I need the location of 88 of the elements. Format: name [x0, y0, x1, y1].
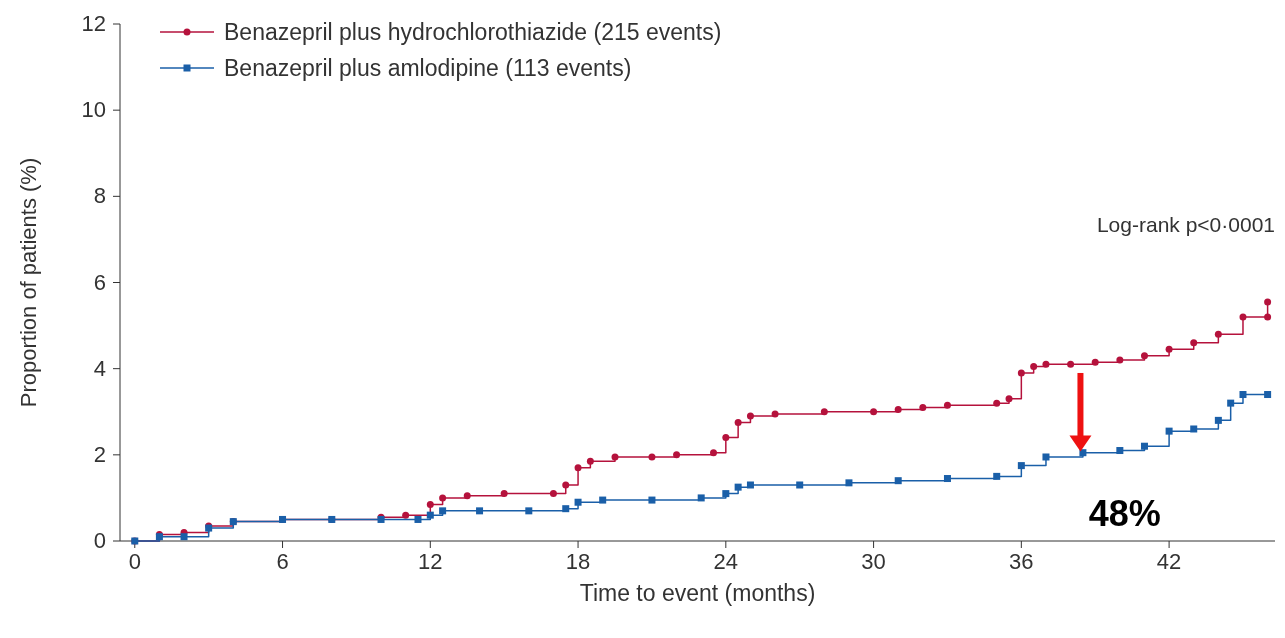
- point: [710, 449, 718, 457]
- point: [1116, 356, 1124, 364]
- x-axis-title: Time to event (months): [579, 580, 816, 606]
- x-tick-label: 12: [418, 549, 443, 574]
- annotation: Log-rank p<0·0001: [1096, 213, 1275, 236]
- point: [180, 533, 188, 541]
- point: [1140, 442, 1148, 450]
- point: [1091, 358, 1099, 366]
- point: [414, 515, 422, 523]
- point: [1227, 399, 1235, 407]
- legend-label: Benazepril plus amlodipine (113 events): [224, 55, 632, 81]
- point: [1264, 298, 1272, 306]
- point: [562, 481, 570, 489]
- point: [1042, 453, 1050, 461]
- point: [426, 511, 434, 519]
- point: [525, 507, 533, 515]
- x-tick-label: 24: [713, 549, 739, 574]
- y-tick-label: 12: [81, 11, 106, 36]
- x-tick-label: 30: [861, 549, 886, 574]
- y-tick-label: 6: [93, 269, 106, 295]
- point: [845, 479, 853, 487]
- point: [943, 401, 951, 409]
- y-tick-label: 4: [93, 355, 106, 381]
- annotation: 48%: [1088, 492, 1161, 534]
- point: [611, 453, 619, 461]
- point: [1079, 449, 1087, 457]
- point: [673, 451, 681, 459]
- point: [1190, 425, 1198, 433]
- point: [722, 490, 730, 498]
- point: [919, 403, 927, 411]
- point: [1140, 352, 1148, 360]
- x-tick-label: 18: [565, 549, 591, 574]
- point: [426, 500, 434, 508]
- point: [439, 494, 447, 502]
- point: [1214, 330, 1222, 338]
- point: [648, 453, 656, 461]
- y-tick-label: 0: [93, 528, 106, 553]
- point: [746, 481, 754, 489]
- point: [1165, 427, 1173, 435]
- point: [943, 475, 951, 483]
- point: [870, 408, 878, 416]
- point: [1165, 345, 1173, 353]
- y-tick-label: 10: [81, 97, 106, 123]
- x-tick-label: 42: [1156, 549, 1182, 574]
- point: [697, 494, 705, 502]
- point: [1005, 395, 1013, 403]
- point: [993, 472, 1001, 480]
- x-tick-label: 0: [128, 549, 141, 574]
- point: [1239, 391, 1247, 399]
- point: [402, 511, 410, 519]
- point: [648, 496, 656, 504]
- point: [1017, 369, 1025, 377]
- point: [1264, 313, 1272, 321]
- point: [796, 481, 804, 489]
- legend-label: Benazepril plus hydrochlorothiazide (215 events): [224, 19, 722, 45]
- point: [1239, 313, 1247, 321]
- point: [894, 477, 902, 485]
- point: [771, 410, 779, 418]
- point: [1190, 339, 1198, 347]
- point: [1067, 360, 1075, 368]
- point: [894, 406, 902, 414]
- y-tick-label: 8: [93, 183, 106, 209]
- point: [463, 492, 471, 500]
- point: [734, 483, 742, 491]
- point: [1030, 363, 1038, 371]
- point: [1214, 416, 1222, 424]
- point: [820, 408, 828, 416]
- point: [1042, 360, 1050, 368]
- point: [586, 457, 594, 465]
- point: [722, 434, 730, 442]
- x-tick-label: 36: [1009, 549, 1034, 574]
- x-tick-label: 6: [276, 549, 289, 574]
- point: [746, 412, 754, 420]
- point: [574, 498, 582, 506]
- point: [439, 507, 447, 515]
- y-tick-label: 2: [93, 441, 106, 467]
- point: [1017, 462, 1025, 470]
- y-axis-title: Proportion of patients (%): [16, 157, 41, 408]
- point: [599, 496, 607, 504]
- point: [549, 490, 557, 498]
- point: [734, 419, 742, 427]
- point: [993, 399, 1001, 407]
- point: [562, 505, 570, 513]
- point: [1116, 447, 1124, 455]
- point: [476, 507, 484, 515]
- point: [574, 464, 582, 472]
- point: [500, 490, 508, 498]
- point: [1264, 391, 1272, 399]
